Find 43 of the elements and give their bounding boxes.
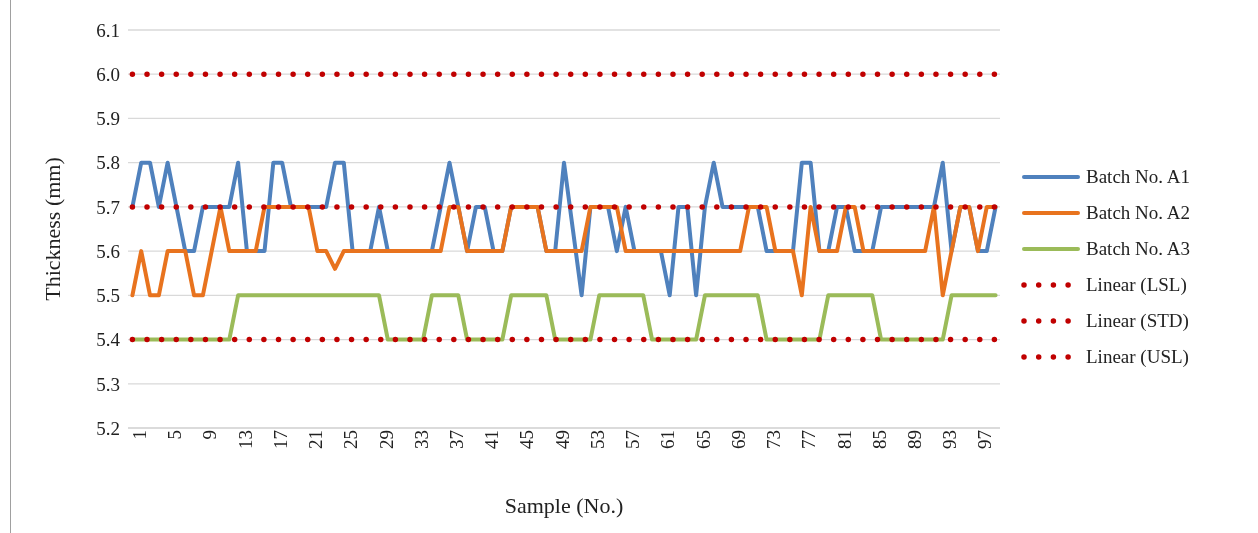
- x-tick-label: 49: [551, 430, 573, 449]
- legend-label: Linear (LSL): [1086, 273, 1187, 296]
- y-tick-label: 5.6: [96, 240, 120, 262]
- y-tick-label: 6.0: [96, 63, 120, 85]
- x-tick-label: 57: [622, 430, 644, 449]
- x-tick-label: 29: [375, 430, 397, 449]
- y-axis-title: Thickness (mm): [39, 157, 65, 301]
- x-tick-label: 61: [657, 430, 679, 449]
- x-tick-label: 81: [833, 430, 855, 449]
- x-tick-label: 17: [269, 430, 291, 449]
- y-tick-label: 5.7: [96, 196, 120, 218]
- x-tick-label: 69: [727, 430, 749, 449]
- x-tick-label: 5: [164, 430, 186, 440]
- x-tick-label: 1: [128, 430, 150, 440]
- x-tick-label: 13: [234, 430, 256, 449]
- x-tick-label: 73: [763, 430, 785, 449]
- x-tick-label: 37: [445, 430, 467, 449]
- x-tick-label: 33: [410, 430, 432, 449]
- y-tick-label: 6.1: [96, 19, 120, 41]
- y-tick-label: 5.3: [96, 373, 120, 395]
- legend-label: Batch No. A2: [1086, 201, 1190, 224]
- y-tick-label: 5.4: [96, 329, 121, 351]
- legend-label: Linear (USL): [1086, 345, 1189, 368]
- x-tick-label: 9: [199, 430, 221, 440]
- x-tick-label: 93: [939, 430, 961, 449]
- x-tick-label: 53: [586, 430, 608, 449]
- y-tick-label: 5.9: [96, 108, 120, 130]
- y-tick-label: 5.5: [96, 285, 120, 307]
- x-tick-label: 77: [798, 430, 820, 449]
- x-tick-label: 65: [692, 430, 714, 449]
- x-tick-label: 97: [974, 430, 996, 449]
- y-tick-label: 5.8: [96, 152, 120, 174]
- y-tick-label: 5.2: [96, 417, 120, 439]
- x-axis-title: Sample (No.): [504, 493, 624, 518]
- x-tick-label: 85: [868, 430, 890, 449]
- legend-label: Batch No. A3: [1086, 237, 1190, 260]
- x-tick-label: 25: [340, 430, 362, 449]
- legend-label: Batch No. A1: [1086, 165, 1190, 188]
- x-tick-label: 45: [516, 430, 538, 449]
- x-tick-label: 21: [305, 430, 327, 449]
- x-tick-label: 89: [904, 430, 926, 449]
- x-tick-label: 41: [481, 430, 503, 449]
- legend-label: Linear (STD): [1086, 309, 1189, 332]
